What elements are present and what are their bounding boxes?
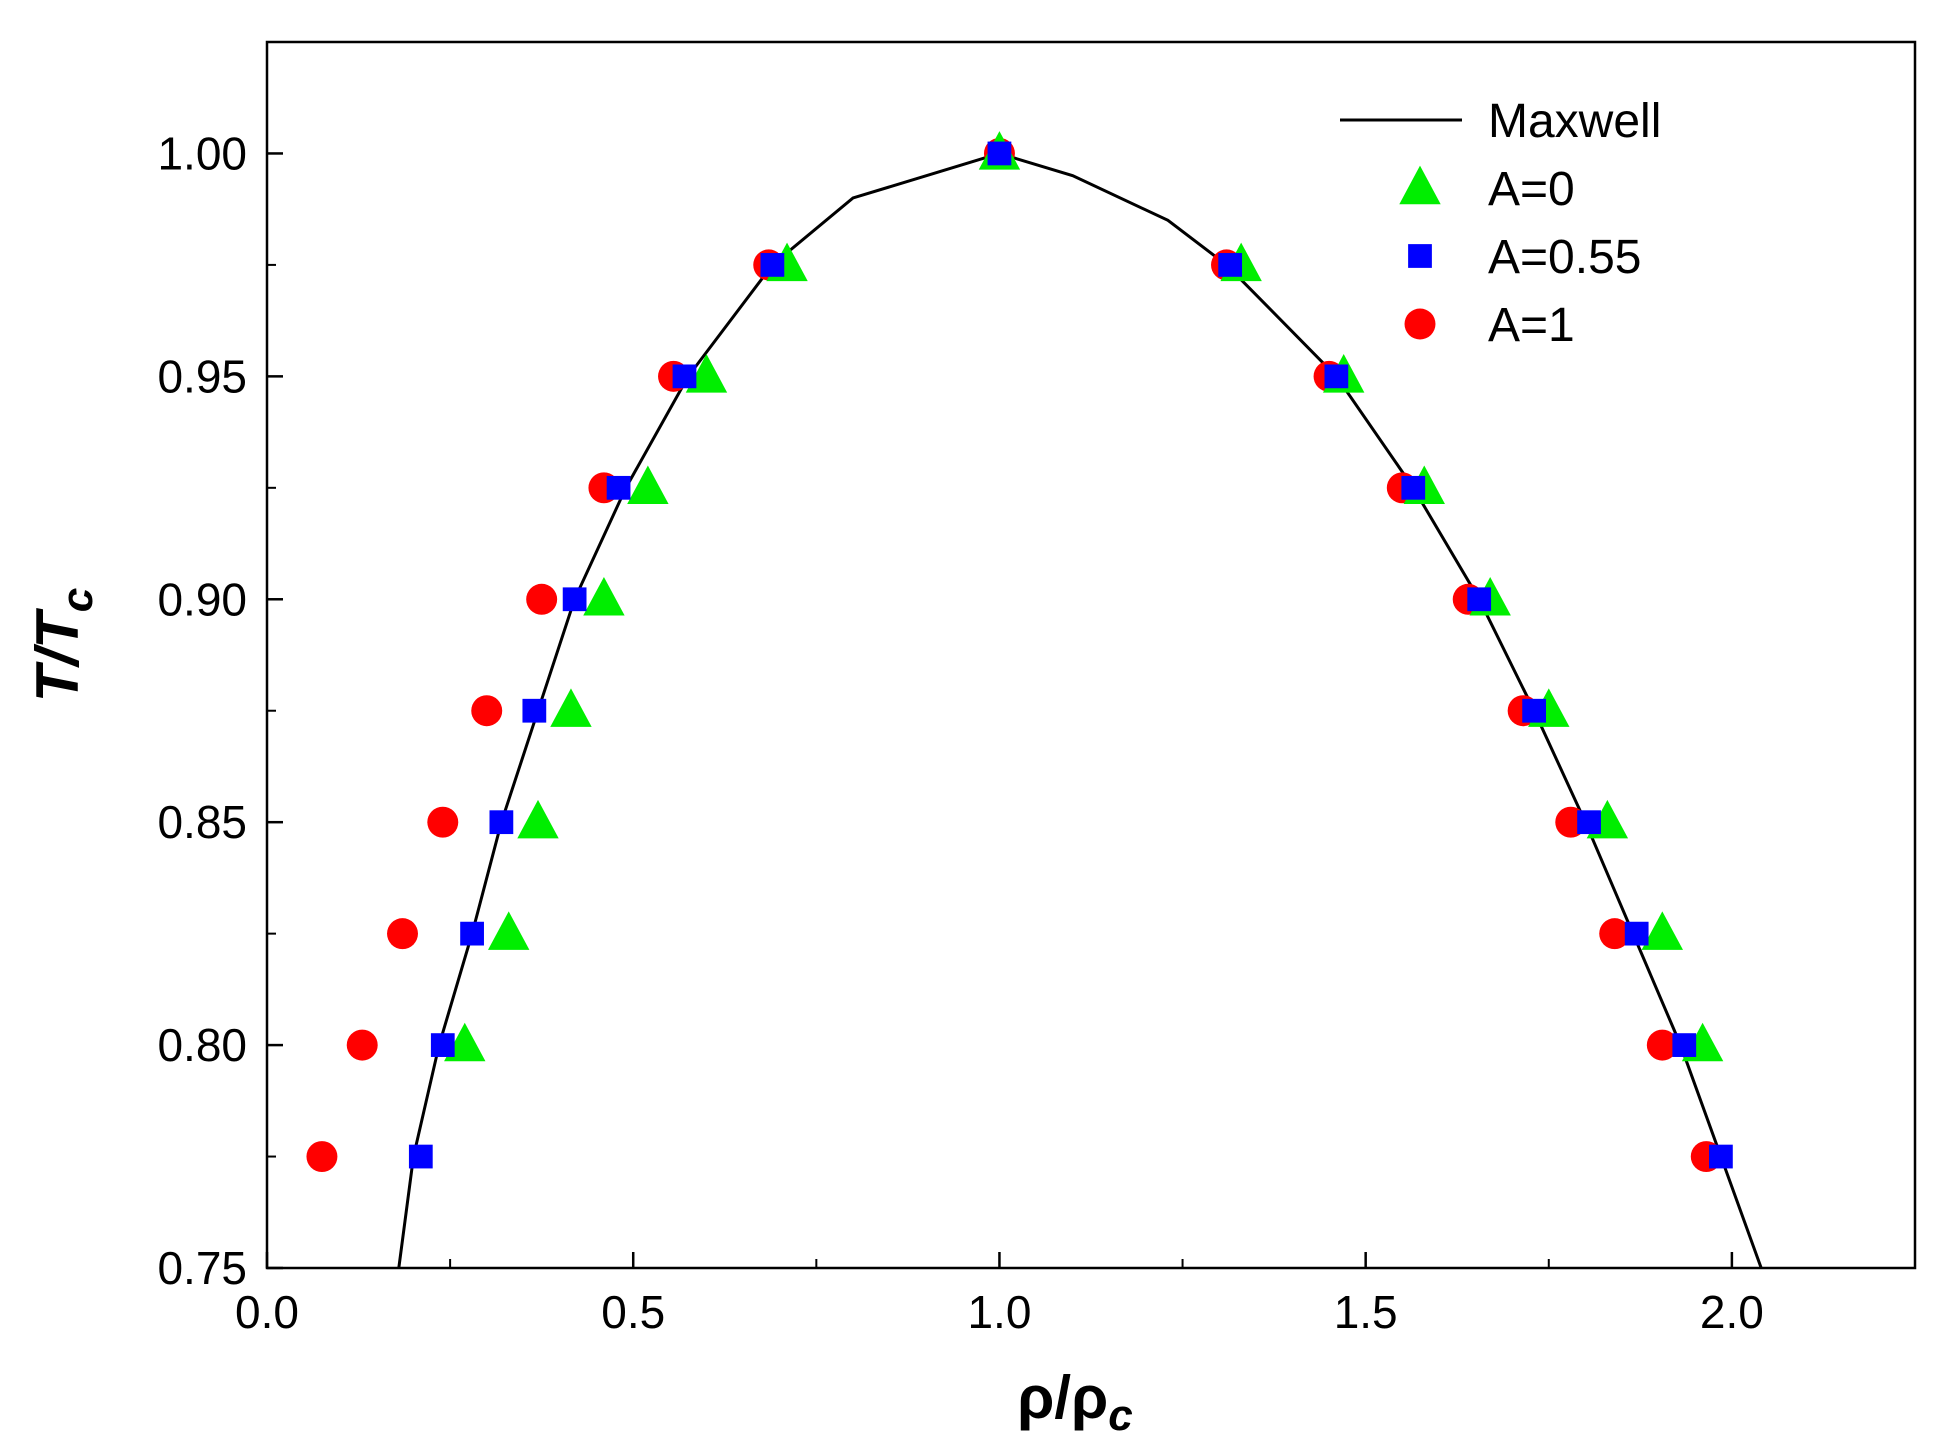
data-point-a-0-55: [460, 921, 484, 946]
data-point-a-1: [387, 918, 418, 950]
legend-label-maxwell: Maxwell: [1488, 95, 1661, 148]
data-point-a-0-55: [1324, 364, 1349, 389]
data-point-a-0-55: [1218, 253, 1243, 277]
x-tick-label: 2.0: [1700, 1286, 1764, 1338]
legend-marker-a-0-55: [1408, 244, 1432, 268]
data-point-a-0: [517, 799, 559, 839]
y-tick-label: 0.80: [157, 1019, 247, 1071]
data-point-a-0-55: [1522, 698, 1547, 723]
data-point-a-0-55: [522, 698, 547, 723]
series-layer: [306, 131, 1763, 1269]
x-tick-label: 0.0: [235, 1286, 299, 1338]
data-point-a-0-55: [562, 587, 587, 612]
axis-tick-labels: 0.0 0.5 1.0 1.5 2.0 0.75 0.80 0.85 0.90 0.95 1.00: [157, 127, 1763, 1338]
data-point-a-1: [1646, 1029, 1678, 1061]
data-point-a-0-55: [1672, 1033, 1697, 1057]
data-point-a-0-55: [1624, 921, 1649, 946]
y-tick-label: 0.85: [157, 796, 247, 848]
data-point-a-0: [488, 911, 530, 950]
legend-label-a-1: A=1: [1488, 299, 1575, 352]
data-point-a-1: [471, 695, 503, 727]
x-tick-label: 1.5: [1334, 1286, 1398, 1338]
data-point-a-0: [550, 688, 592, 727]
legend-marker-a-1: [1404, 308, 1436, 340]
plot-frame: [265, 40, 1917, 1270]
data-point-a-0: [583, 576, 625, 616]
data-point-a-0-55: [760, 253, 785, 277]
axis-ticks: [265, 152, 1734, 1270]
data-point-a-0-55: [606, 475, 631, 500]
legend-label-a-0: A=0: [1488, 163, 1575, 216]
data-point-a-0-55: [489, 810, 514, 835]
y-tick-label: 0.75: [157, 1242, 247, 1294]
x-axis-title: ρ/ρc: [1017, 1364, 1132, 1440]
y-tick-label: 0.95: [157, 350, 247, 402]
data-point-a-1: [1599, 918, 1631, 950]
data-point-a-0: [627, 465, 669, 505]
data-point-a-1: [427, 806, 459, 838]
legend-marker-a-0: [1399, 165, 1441, 205]
data-point-a-1: [526, 583, 558, 615]
data-point-a-1: [346, 1029, 378, 1061]
y-axis-title: T/Tc: [24, 588, 102, 702]
data-point-a-0-55: [1709, 1144, 1733, 1169]
data-point-a-1: [306, 1141, 338, 1173]
data-point-a-0-55: [1467, 587, 1492, 612]
series-line-maxwell: [397, 151, 1763, 1269]
data-point-a-0-55: [408, 1144, 433, 1169]
data-point-a-0-55: [1401, 475, 1426, 500]
data-point-a-0-55: [672, 364, 697, 389]
legend-label-a-0-55: A=0.55: [1488, 231, 1641, 284]
data-point-a-0-55: [987, 141, 1012, 166]
data-point-a-0-55: [430, 1033, 455, 1057]
x-tick-label: 1.0: [967, 1286, 1031, 1338]
data-point-a-0-55: [1577, 810, 1601, 835]
data-point-a-0: [1641, 911, 1684, 950]
y-tick-label: 0.90: [157, 573, 247, 625]
x-tick-label: 0.5: [601, 1286, 665, 1338]
y-tick-label: 1.00: [157, 127, 247, 179]
legend: Maxwell A=0 A=0.55 A=1: [1340, 95, 1661, 352]
